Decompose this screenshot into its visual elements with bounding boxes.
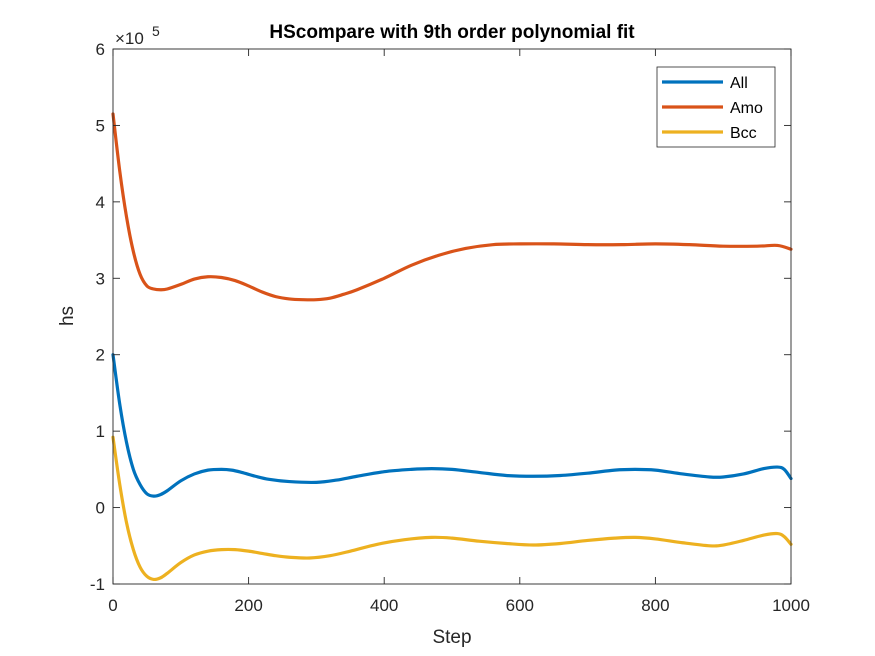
- series-line-amo: [111, 112, 793, 302]
- axes-box: [112, 48, 792, 585]
- legend-label-amo: Amo: [730, 100, 763, 117]
- series-layer: [111, 112, 793, 582]
- y-tick-label: -1: [90, 575, 105, 594]
- x-tick-label: 0: [108, 596, 117, 615]
- series-line-all: [111, 353, 793, 498]
- series-line-bcc: [111, 435, 793, 582]
- axes-layer: [112, 48, 792, 585]
- y-exponent-base: ×10: [115, 29, 144, 48]
- x-axis-label: Step: [432, 627, 471, 648]
- y-tick-label: 2: [96, 346, 105, 365]
- legend: All Amo Bcc: [656, 66, 776, 148]
- y-tick-label: 1: [96, 422, 105, 441]
- y-exponent-power: 5: [152, 23, 160, 39]
- legend-label-bcc: Bcc: [730, 125, 757, 142]
- y-tick-label: 3: [96, 269, 105, 288]
- x-tick-label: 800: [641, 596, 669, 615]
- x-tick-label: 1000: [772, 596, 810, 615]
- y-tick-label: 5: [96, 116, 105, 135]
- y-axis-exponent: ×10 5: [115, 23, 160, 48]
- chart-title: HScompare with 9th order polynomial fit: [269, 22, 635, 43]
- y-tick-label: 6: [96, 40, 105, 59]
- y-tick-label: 0: [96, 499, 105, 518]
- x-tick-label: 600: [506, 596, 534, 615]
- y-axis-label: hs: [57, 306, 78, 326]
- y-tick-label: 4: [96, 193, 105, 212]
- legend-label-all: All: [730, 75, 748, 92]
- x-tick-label: 200: [234, 596, 262, 615]
- x-tick-label: 400: [370, 596, 398, 615]
